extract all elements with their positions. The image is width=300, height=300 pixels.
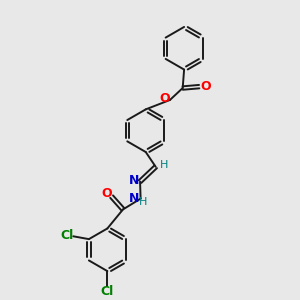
Text: H: H (160, 160, 168, 170)
Text: H: H (139, 197, 147, 207)
Text: O: O (160, 92, 170, 105)
Text: O: O (200, 80, 211, 93)
Text: O: O (101, 187, 112, 200)
Text: Cl: Cl (60, 229, 74, 242)
Text: N: N (129, 192, 140, 205)
Text: N: N (129, 174, 139, 187)
Text: Cl: Cl (101, 285, 114, 298)
